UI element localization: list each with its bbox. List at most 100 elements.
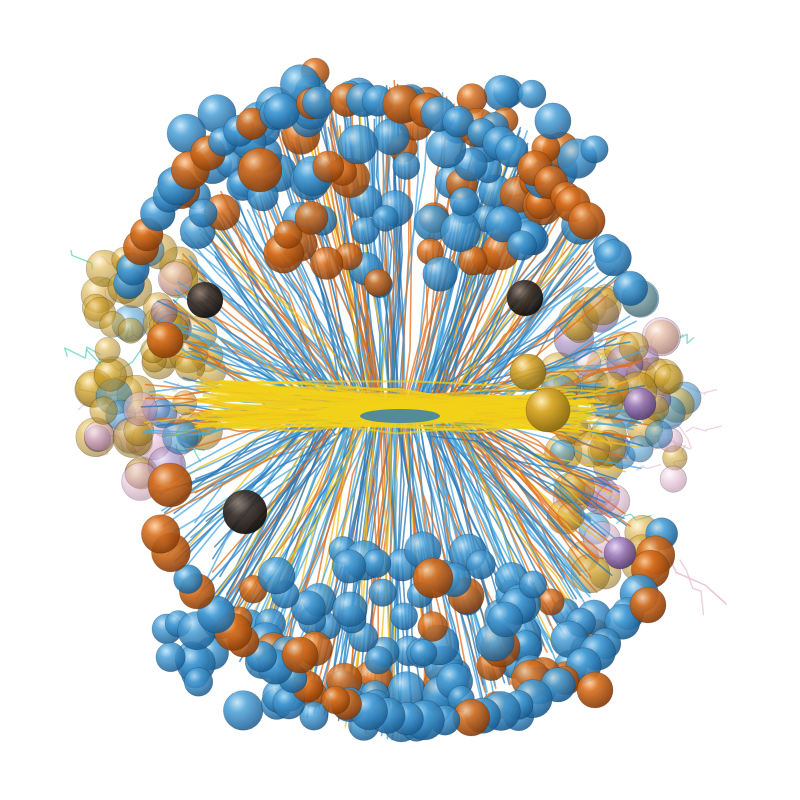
head-bead (299, 701, 329, 731)
lipid-tail-strand (259, 181, 373, 400)
head-bead (257, 556, 296, 595)
lipid-tail-strand (185, 416, 363, 558)
lipid-tail-strand (465, 266, 595, 391)
lipid-tail-strand (200, 402, 321, 593)
lipid-tail-strand (437, 211, 580, 393)
lipid-tail-strand (451, 419, 564, 580)
head-bead (412, 557, 454, 599)
head-bead (525, 387, 571, 433)
lipid-tail-strand (431, 397, 488, 675)
head-bead (506, 230, 537, 261)
lipid-tail-strand (457, 341, 631, 389)
head-bead (517, 79, 547, 109)
lipid-tail-strand (679, 559, 705, 616)
lipid-tail-strand (211, 413, 332, 623)
head-bead (332, 591, 368, 627)
lipid-tail-strand (64, 346, 101, 359)
head-bead (321, 685, 351, 715)
head-beads-front (113, 57, 679, 743)
head-bead (644, 420, 674, 449)
head-bead (570, 553, 611, 594)
lipid-tail-strand (239, 189, 359, 387)
head-bead (281, 636, 319, 674)
head-bead (94, 337, 121, 363)
head-bead (484, 205, 522, 243)
head-bead (409, 639, 438, 667)
head-bead (89, 396, 118, 425)
head-bead (290, 590, 326, 626)
lipid-tail-strand (635, 464, 662, 471)
head-bead (594, 239, 632, 277)
head-bead (487, 601, 523, 638)
head-bead (223, 690, 264, 731)
lipid-tail-strand (275, 425, 363, 672)
head-bead (146, 321, 184, 359)
head-bead (188, 198, 218, 228)
head-bead (465, 549, 496, 580)
head-bead (390, 602, 419, 631)
head-bead (157, 261, 193, 297)
head-bead (337, 124, 378, 165)
head-bead (237, 147, 283, 193)
lipid-tail-strand (456, 384, 614, 397)
head-bead (603, 536, 637, 570)
head-bead (263, 93, 300, 130)
lipid-tail-strand (280, 158, 358, 408)
lipid-tail-strand (467, 241, 610, 408)
lipid-tail-strand (232, 424, 580, 432)
lipid-tail-strand (210, 218, 371, 402)
head-bead (147, 462, 193, 508)
lipid-tail-strand (373, 118, 396, 411)
head-bead (364, 646, 393, 675)
lipid-tail-strand (679, 333, 695, 345)
head-bead (332, 549, 367, 584)
head-bead (173, 564, 203, 594)
head-bead (506, 279, 544, 317)
head-bead (417, 611, 448, 642)
lipid-tail-strand (452, 260, 576, 415)
lipid-tail-strand (460, 405, 626, 548)
lipid-tail-strand (458, 251, 589, 394)
lipid-tail-strand (246, 209, 346, 413)
head-bead (222, 489, 268, 535)
head-bead (94, 358, 127, 392)
lipid-tail-strand (218, 385, 577, 402)
lipid-tail-strand (440, 416, 589, 593)
head-bead (294, 201, 329, 235)
head-bead (186, 281, 224, 319)
head-bead (183, 667, 214, 697)
lipid-tail-strand (451, 214, 581, 411)
head-bead (653, 363, 684, 394)
lipid-tail-strand (466, 269, 616, 387)
head-bead (629, 586, 667, 624)
head-bead (392, 151, 421, 180)
head-bead (310, 246, 344, 280)
head-bead (273, 219, 303, 249)
head-bead (155, 642, 186, 673)
lipid-tail-strand (404, 416, 470, 686)
head-bead (483, 74, 520, 112)
head-bead (623, 387, 657, 421)
head-bead (580, 135, 609, 164)
lipid-tail-strand (685, 425, 723, 433)
lipid-tail-strand (470, 413, 627, 526)
head-bead (141, 514, 181, 554)
head-bead (518, 570, 547, 599)
head-bead (301, 86, 335, 119)
head-bead (449, 186, 480, 217)
head-bead (362, 548, 392, 578)
head-bead (422, 256, 458, 292)
lipid-tail-strand (216, 404, 336, 600)
lipid-tail-strand (170, 322, 355, 392)
head-bead (368, 578, 397, 607)
head-bead (534, 102, 572, 140)
head-bead (576, 671, 614, 709)
core-center (360, 409, 440, 423)
head-bead (659, 465, 687, 493)
lipid-tail-strand (198, 228, 359, 405)
head-bead (363, 268, 392, 297)
lipid-tail-strand (265, 171, 358, 390)
lipid-tail-strand (441, 398, 577, 600)
head-bead (123, 391, 158, 427)
